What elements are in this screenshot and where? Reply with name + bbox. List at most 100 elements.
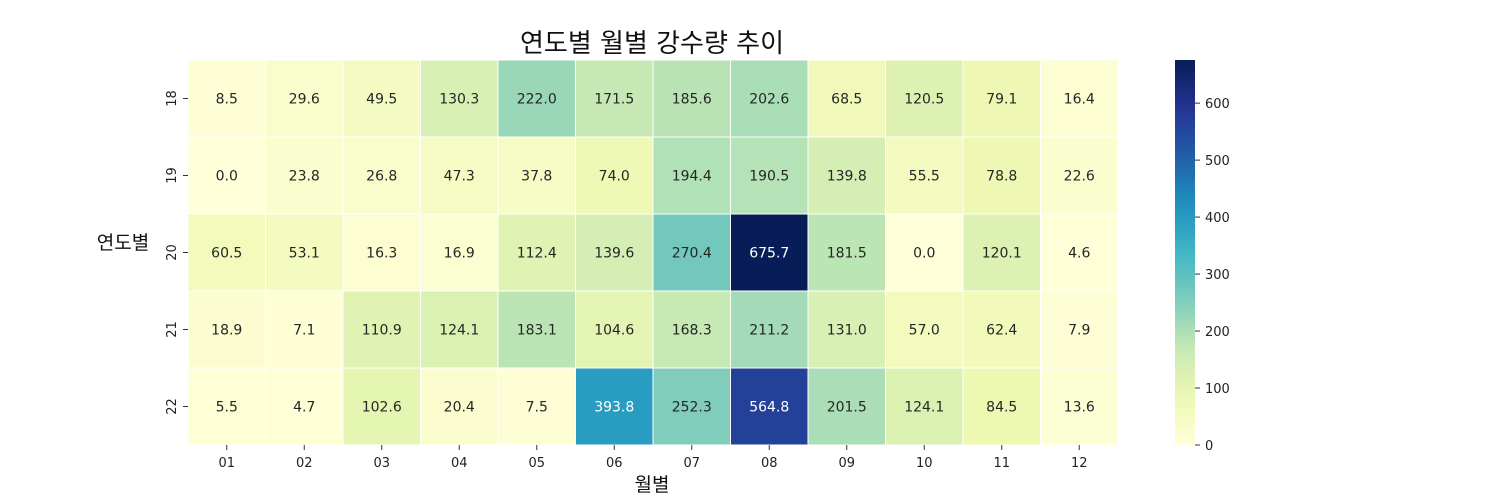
heatmap-cells — [187, 59, 1119, 446]
y-axis-ticks: 18 19 20 21 22 — [165, 90, 188, 415]
heatmap-cell — [420, 213, 499, 292]
heatmap-cell — [575, 290, 654, 369]
heatmap-cell — [420, 59, 499, 138]
y-tick-label: 22 — [165, 398, 180, 415]
cell-value-label: 124.1 — [904, 400, 944, 416]
x-tick-label: 05 — [528, 456, 545, 471]
cell-value-label: 68.5 — [831, 92, 862, 108]
cell-value-label: 675.7 — [749, 246, 789, 262]
heatmap-cell — [420, 136, 499, 215]
heatmap-cell — [730, 367, 809, 446]
x-tick-label: 06 — [606, 456, 623, 471]
heatmap-cell — [265, 136, 344, 215]
cell-value-label: 0.0 — [913, 246, 935, 262]
cell-value-label: 171.5 — [594, 92, 634, 108]
cell-value-label: 130.3 — [439, 92, 479, 108]
heatmap-cell — [187, 136, 266, 215]
heatmap-cell — [575, 367, 654, 446]
cell-value-label: 252.3 — [672, 400, 712, 416]
heatmap-cell — [730, 136, 809, 215]
cell-value-label: 18.9 — [211, 323, 242, 339]
heatmap-cell — [962, 290, 1041, 369]
x-tick-label: 09 — [838, 456, 855, 471]
heatmap-cell — [342, 213, 421, 292]
colorbar-tick-label: 300 — [1205, 268, 1230, 283]
cell-value-label: 393.8 — [594, 400, 634, 416]
cell-value-label: 7.9 — [1068, 323, 1090, 339]
cell-value-label: 131.0 — [827, 323, 867, 339]
cell-value-label: 201.5 — [827, 400, 867, 416]
heatmap-cell — [265, 290, 344, 369]
cell-value-label: 211.2 — [749, 323, 789, 339]
colorbar-tick-label: 200 — [1205, 325, 1230, 340]
cell-value-label: 181.5 — [827, 246, 867, 262]
cell-value-label: 194.4 — [672, 169, 712, 185]
cell-value-label: 62.4 — [986, 323, 1017, 339]
chart-title: 연도별 월별 강수량 추이 — [520, 29, 784, 59]
y-tick-label: 18 — [165, 90, 180, 107]
cell-value-label: 53.1 — [289, 246, 320, 262]
heatmap-cell — [420, 290, 499, 369]
cell-value-label: 139.8 — [827, 169, 867, 185]
y-axis-label: 연도별 — [97, 232, 149, 254]
heatmap-cell-labels: 8.5 29.6 49.5 130.3 222.0 171.5 185.6 202.6 68.5… — [211, 92, 1095, 416]
heatmap-cell — [962, 213, 1041, 292]
cell-value-label: 4.7 — [293, 400, 315, 416]
heatmap-cell — [265, 59, 344, 138]
cell-value-label: 47.3 — [444, 169, 475, 185]
heatmap-cell — [1040, 290, 1119, 369]
cell-value-label: 0.0 — [216, 169, 238, 185]
colorbar — [1175, 60, 1195, 445]
x-tick-label: 12 — [1071, 456, 1088, 471]
heatmap-cell — [342, 367, 421, 446]
cell-value-label: 79.1 — [986, 92, 1017, 108]
cell-value-label: 55.5 — [909, 169, 940, 185]
cell-value-label: 49.5 — [366, 92, 397, 108]
colorbar-tick-label: 500 — [1205, 154, 1230, 169]
cell-value-label: 7.1 — [293, 323, 315, 339]
cell-value-label: 84.5 — [986, 400, 1017, 416]
cell-value-label: 13.6 — [1064, 400, 1095, 416]
heatmap-cell — [265, 367, 344, 446]
cell-value-label: 120.5 — [904, 92, 944, 108]
colorbar-tick-label: 0 — [1205, 439, 1213, 454]
x-axis-ticks: 01 02 03 04 05 06 07 08 09 10 11 12 — [218, 445, 1088, 471]
x-tick-label: 10 — [916, 456, 933, 471]
cell-value-label: 168.3 — [672, 323, 712, 339]
y-tick-label: 19 — [165, 167, 180, 184]
cell-value-label: 202.6 — [749, 92, 789, 108]
heatmap-cell — [1040, 59, 1119, 138]
heatmap-cell — [187, 290, 266, 369]
heatmap-cell — [652, 136, 731, 215]
heatmap-cell — [497, 213, 576, 292]
cell-value-label: 139.6 — [594, 246, 634, 262]
heatmap-cell — [807, 136, 886, 215]
x-tick-label: 11 — [993, 456, 1010, 471]
cell-value-label: 7.5 — [526, 400, 548, 416]
heatmap-cell — [652, 367, 731, 446]
cell-value-label: 104.6 — [594, 323, 634, 339]
heatmap-cell — [652, 290, 731, 369]
x-tick-label: 07 — [683, 456, 700, 471]
heatmap-cell — [962, 136, 1041, 215]
heatmap-cell — [497, 367, 576, 446]
colorbar-tick-label: 400 — [1205, 211, 1230, 226]
heatmap-cell — [1040, 136, 1119, 215]
colorbar-tick-label: 600 — [1205, 97, 1230, 112]
cell-value-label: 16.3 — [366, 246, 397, 262]
cell-value-label: 78.8 — [986, 169, 1017, 185]
cell-value-label: 112.4 — [517, 246, 557, 262]
heatmap-cell — [962, 367, 1041, 446]
cell-value-label: 29.6 — [289, 92, 320, 108]
heatmap-cell — [187, 213, 266, 292]
x-tick-label: 08 — [761, 456, 778, 471]
heatmap-cell — [730, 59, 809, 138]
cell-value-label: 57.0 — [909, 323, 940, 339]
cell-value-label: 26.8 — [366, 169, 397, 185]
heatmap-cell — [885, 290, 964, 369]
heatmap-cell — [342, 290, 421, 369]
heatmap-cell — [807, 290, 886, 369]
cell-value-label: 16.4 — [1064, 92, 1095, 108]
cell-value-label: 37.8 — [521, 169, 552, 185]
cell-value-label: 185.6 — [672, 92, 712, 108]
